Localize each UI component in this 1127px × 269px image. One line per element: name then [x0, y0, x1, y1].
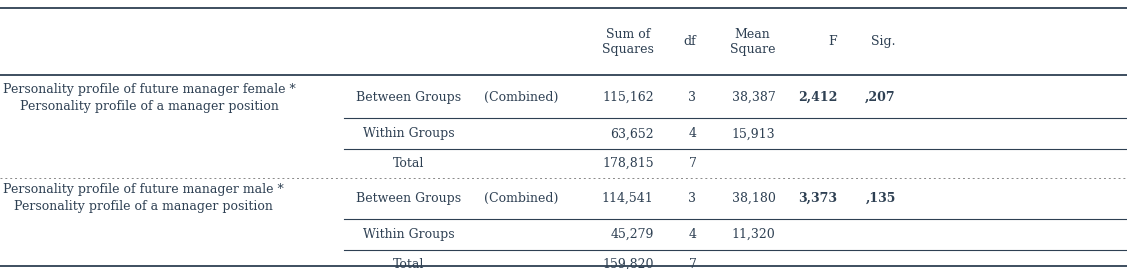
Text: Mean
Square: Mean Square	[730, 28, 775, 56]
Text: Within Groups: Within Groups	[363, 127, 454, 140]
Text: 3: 3	[689, 91, 696, 104]
Text: Between Groups: Between Groups	[356, 192, 461, 205]
Text: 4: 4	[689, 127, 696, 140]
Text: Sig.: Sig.	[871, 35, 896, 48]
Text: 7: 7	[689, 157, 696, 170]
Text: 159,820: 159,820	[602, 258, 654, 269]
Text: 3,373: 3,373	[798, 192, 837, 205]
Text: 15,913: 15,913	[731, 127, 775, 140]
Text: ,207: ,207	[866, 91, 896, 104]
Text: 38,387: 38,387	[731, 91, 775, 104]
Text: 178,815: 178,815	[602, 157, 654, 170]
Text: Sum of
Squares: Sum of Squares	[602, 28, 654, 56]
Text: Personality profile of future manager male *
Personality profile of a manager po: Personality profile of future manager ma…	[3, 183, 284, 213]
Text: 45,279: 45,279	[611, 228, 654, 241]
Text: Total: Total	[393, 258, 424, 269]
Text: Between Groups: Between Groups	[356, 91, 461, 104]
Text: 2,412: 2,412	[798, 91, 837, 104]
Text: 63,652: 63,652	[610, 127, 654, 140]
Text: df: df	[684, 35, 696, 48]
Text: 115,162: 115,162	[602, 91, 654, 104]
Text: 11,320: 11,320	[731, 228, 775, 241]
Text: ,135: ,135	[866, 192, 896, 205]
Text: Personality profile of future manager female *
Personality profile of a manager : Personality profile of future manager fe…	[3, 83, 296, 112]
Text: F: F	[828, 35, 837, 48]
Text: Within Groups: Within Groups	[363, 228, 454, 241]
Text: 38,180: 38,180	[731, 192, 775, 205]
Text: 4: 4	[689, 228, 696, 241]
Text: 3: 3	[689, 192, 696, 205]
Text: (Combined): (Combined)	[485, 91, 558, 104]
Text: (Combined): (Combined)	[485, 192, 558, 205]
Text: 7: 7	[689, 258, 696, 269]
Text: Total: Total	[393, 157, 424, 170]
Text: 114,541: 114,541	[602, 192, 654, 205]
